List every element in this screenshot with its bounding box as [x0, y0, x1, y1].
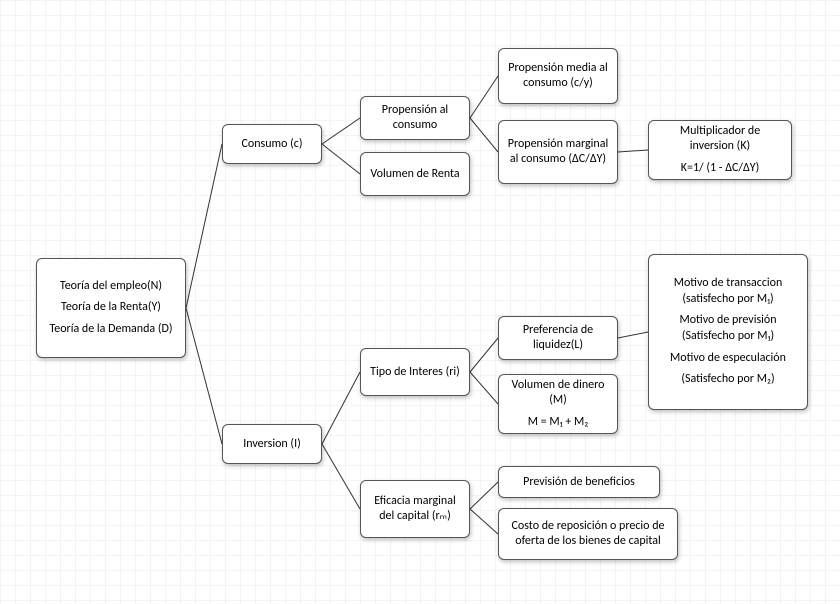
node-volumen-renta: Volumen de Renta	[360, 152, 470, 196]
node-eficacia: Eficacia marginal del capital (rₘ)	[360, 480, 470, 538]
root-line-1: Teoría del empleo(N)	[60, 279, 162, 295]
node-consumo: Consumo (c)	[222, 124, 322, 164]
node-motivos: Motivo de transaccion (satisfecho por M₁…	[648, 254, 808, 410]
motivos-line-1: Motivo de transaccion (satisfecho por M₁…	[657, 276, 799, 307]
node-costo-reposicion: Costo de reposición o precio de oferta d…	[498, 508, 678, 560]
node-preferencia-liquidez: Preferencia de liquidez(L)	[498, 316, 618, 360]
node-prevision-beneficios: Previsión de beneficios	[498, 466, 660, 498]
multiplicador-line-2: K=1/ (1 - ΔC/ΔY)	[681, 161, 760, 177]
multiplicador-line-1: Multiplicador de inversion (K)	[657, 124, 783, 155]
node-propension-consumo: Propensión al consumo	[360, 96, 470, 140]
volumen-dinero-line-2: M = M₁ + M₂	[528, 415, 589, 431]
root-line-2: Teoría de la Renta(Y)	[61, 300, 161, 316]
node-tipo-interes: Tipo de Interes (ri)	[360, 348, 470, 396]
node-root: Teoría del empleo(N) Teoría de la Renta(…	[36, 258, 186, 358]
volumen-dinero-line-1: Volumen de dinero (M)	[507, 378, 609, 409]
node-multiplicador: Multiplicador de inversion (K) K=1/ (1 -…	[648, 120, 792, 180]
node-propension-media: Propensión media al consumo (c/y)	[498, 48, 618, 104]
motivos-line-3: Motivo de especulación	[670, 351, 786, 367]
node-propension-marginal: Propensión marginal al consumo (ΔC/ΔY)	[498, 120, 618, 184]
node-inversion: Inversion (I)	[222, 424, 322, 464]
node-volumen-dinero: Volumen de dinero (M) M = M₁ + M₂	[498, 374, 618, 434]
motivos-line-4: (Satisfecho por M₂)	[681, 372, 774, 388]
root-line-3: Teoría de la Demanda (D)	[49, 322, 172, 338]
motivos-line-2: Motivo de previsión (Satisfecho por M₁)	[657, 313, 799, 344]
